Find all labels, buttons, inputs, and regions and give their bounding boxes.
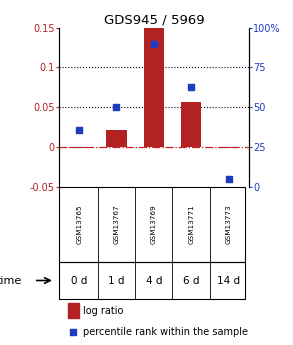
Point [114, 105, 119, 110]
Text: GSM13771: GSM13771 [188, 205, 194, 244]
Text: percentile rank within the sample: percentile rank within the sample [83, 327, 248, 337]
Text: 6 d: 6 d [183, 276, 200, 286]
Text: 4 d: 4 d [146, 276, 162, 286]
Text: 1 d: 1 d [108, 276, 125, 286]
Bar [144, 26, 164, 147]
Text: GSM13773: GSM13773 [226, 205, 231, 244]
Text: log ratio: log ratio [83, 306, 124, 316]
Point [151, 41, 156, 46]
Bar [106, 130, 127, 147]
Point [71, 329, 76, 335]
Bar [218, 147, 239, 148]
Text: 14 d: 14 d [217, 276, 240, 286]
Text: GSM13767: GSM13767 [113, 205, 120, 244]
Title: GDS945 / 5969: GDS945 / 5969 [103, 13, 204, 27]
Text: time: time [0, 276, 23, 286]
Bar [69, 147, 89, 148]
Bar [68, 304, 79, 318]
Point [226, 176, 231, 182]
Text: GSM13769: GSM13769 [151, 205, 157, 244]
Text: 0 d: 0 d [71, 276, 87, 286]
Bar [181, 102, 202, 147]
Text: GSM13765: GSM13765 [76, 205, 82, 244]
Point [189, 84, 193, 89]
Point [77, 127, 81, 132]
